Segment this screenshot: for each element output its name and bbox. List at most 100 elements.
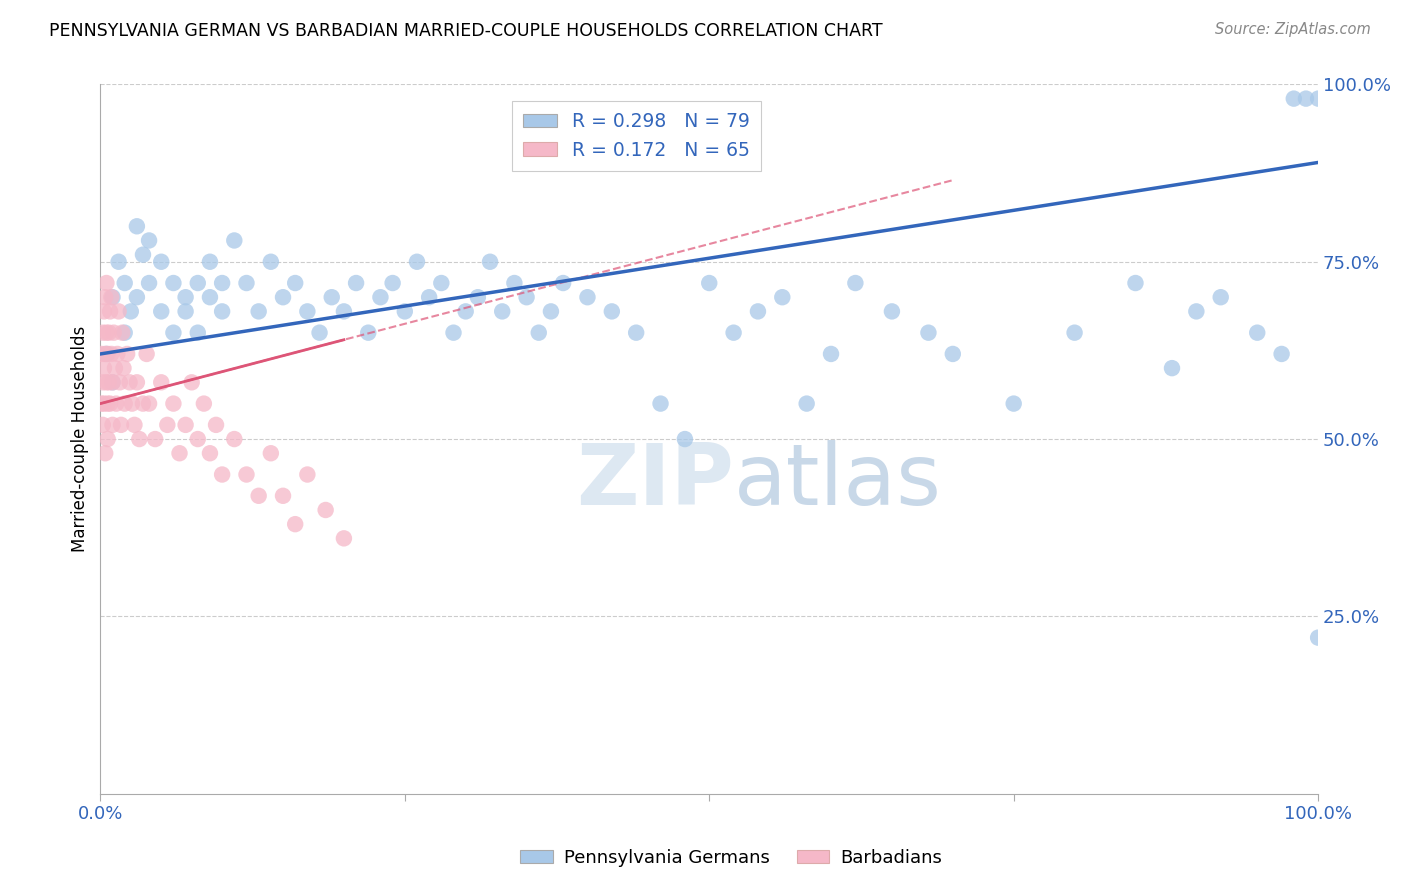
Point [1282, 92, 1305, 106]
Point [796, 396, 818, 410]
Point [394, 304, 416, 318]
Point [138, 234, 160, 248]
Point [1161, 361, 1184, 376]
Point [93, 304, 115, 318]
Point [503, 276, 526, 290]
Point [271, 290, 294, 304]
Point [211, 467, 233, 482]
Point [1308, 92, 1330, 106]
Point [247, 304, 270, 318]
Point [90, 347, 112, 361]
Point [114, 396, 136, 410]
Point [333, 304, 356, 318]
Point [211, 276, 233, 290]
Text: PENNSYLVANIA GERMAN VS BARBADIAN MARRIED-COUPLE HOUSEHOLDS CORRELATION CHART: PENNSYLVANIA GERMAN VS BARBADIAN MARRIED… [49, 22, 883, 40]
Point [162, 326, 184, 340]
Point [942, 347, 965, 361]
Point [118, 376, 141, 390]
Point [247, 489, 270, 503]
Point [333, 532, 356, 546]
Point [308, 326, 330, 340]
Point [600, 304, 623, 318]
Point [370, 290, 392, 304]
Point [91, 326, 114, 340]
Legend: Pennsylvania Germans, Barbadians: Pennsylvania Germans, Barbadians [513, 842, 949, 874]
Point [111, 326, 134, 340]
Point [479, 254, 502, 268]
Point [1185, 304, 1208, 318]
Point [224, 234, 246, 248]
Point [114, 276, 136, 290]
Point [430, 276, 453, 290]
Point [205, 417, 228, 432]
Point [150, 304, 173, 318]
Point [105, 396, 128, 410]
Point [418, 290, 440, 304]
Point [94, 347, 117, 361]
Point [211, 304, 233, 318]
Point [527, 326, 550, 340]
Point [180, 376, 202, 390]
Point [844, 276, 866, 290]
Point [138, 276, 160, 290]
Point [124, 417, 146, 432]
Point [97, 396, 120, 410]
Point [673, 432, 696, 446]
Point [454, 304, 477, 318]
Point [108, 376, 131, 390]
Point [90, 396, 112, 410]
Point [770, 290, 793, 304]
Point [650, 396, 672, 410]
Point [198, 446, 221, 460]
Point [820, 347, 842, 361]
Point [114, 326, 136, 340]
Point [747, 304, 769, 318]
Point [284, 276, 307, 290]
Point [315, 503, 337, 517]
Legend: R = 0.298   N = 79, R = 0.172   N = 65: R = 0.298 N = 79, R = 0.172 N = 65 [512, 101, 761, 170]
Point [101, 376, 124, 390]
Point [467, 290, 489, 304]
Point [187, 326, 209, 340]
Point [96, 326, 118, 340]
Text: ZIP: ZIP [576, 440, 734, 523]
Point [235, 467, 257, 482]
Point [101, 290, 124, 304]
Point [91, 417, 114, 432]
Point [284, 517, 307, 532]
Point [107, 254, 129, 268]
Point [1246, 326, 1268, 340]
Point [101, 417, 124, 432]
Point [93, 361, 115, 376]
Point [132, 396, 155, 410]
Point [723, 326, 745, 340]
Point [198, 254, 221, 268]
Point [96, 276, 118, 290]
Point [110, 417, 132, 432]
Point [516, 290, 538, 304]
Point [381, 276, 404, 290]
Point [97, 432, 120, 446]
Point [150, 376, 173, 390]
Point [917, 326, 939, 340]
Point [98, 396, 121, 410]
Point [1063, 326, 1085, 340]
Point [97, 376, 120, 390]
Point [101, 376, 124, 390]
Point [107, 304, 129, 318]
Point [624, 326, 647, 340]
Point [100, 290, 122, 304]
Y-axis label: Married-couple Households: Married-couple Households [72, 326, 89, 552]
Point [120, 304, 142, 318]
Point [132, 247, 155, 261]
Point [143, 432, 166, 446]
Point [169, 446, 191, 460]
Point [224, 432, 246, 446]
Point [125, 290, 148, 304]
Point [271, 489, 294, 503]
Point [1209, 290, 1232, 304]
Text: Source: ZipAtlas.com: Source: ZipAtlas.com [1215, 22, 1371, 37]
Point [880, 304, 903, 318]
Point [1271, 347, 1294, 361]
Point [128, 432, 150, 446]
